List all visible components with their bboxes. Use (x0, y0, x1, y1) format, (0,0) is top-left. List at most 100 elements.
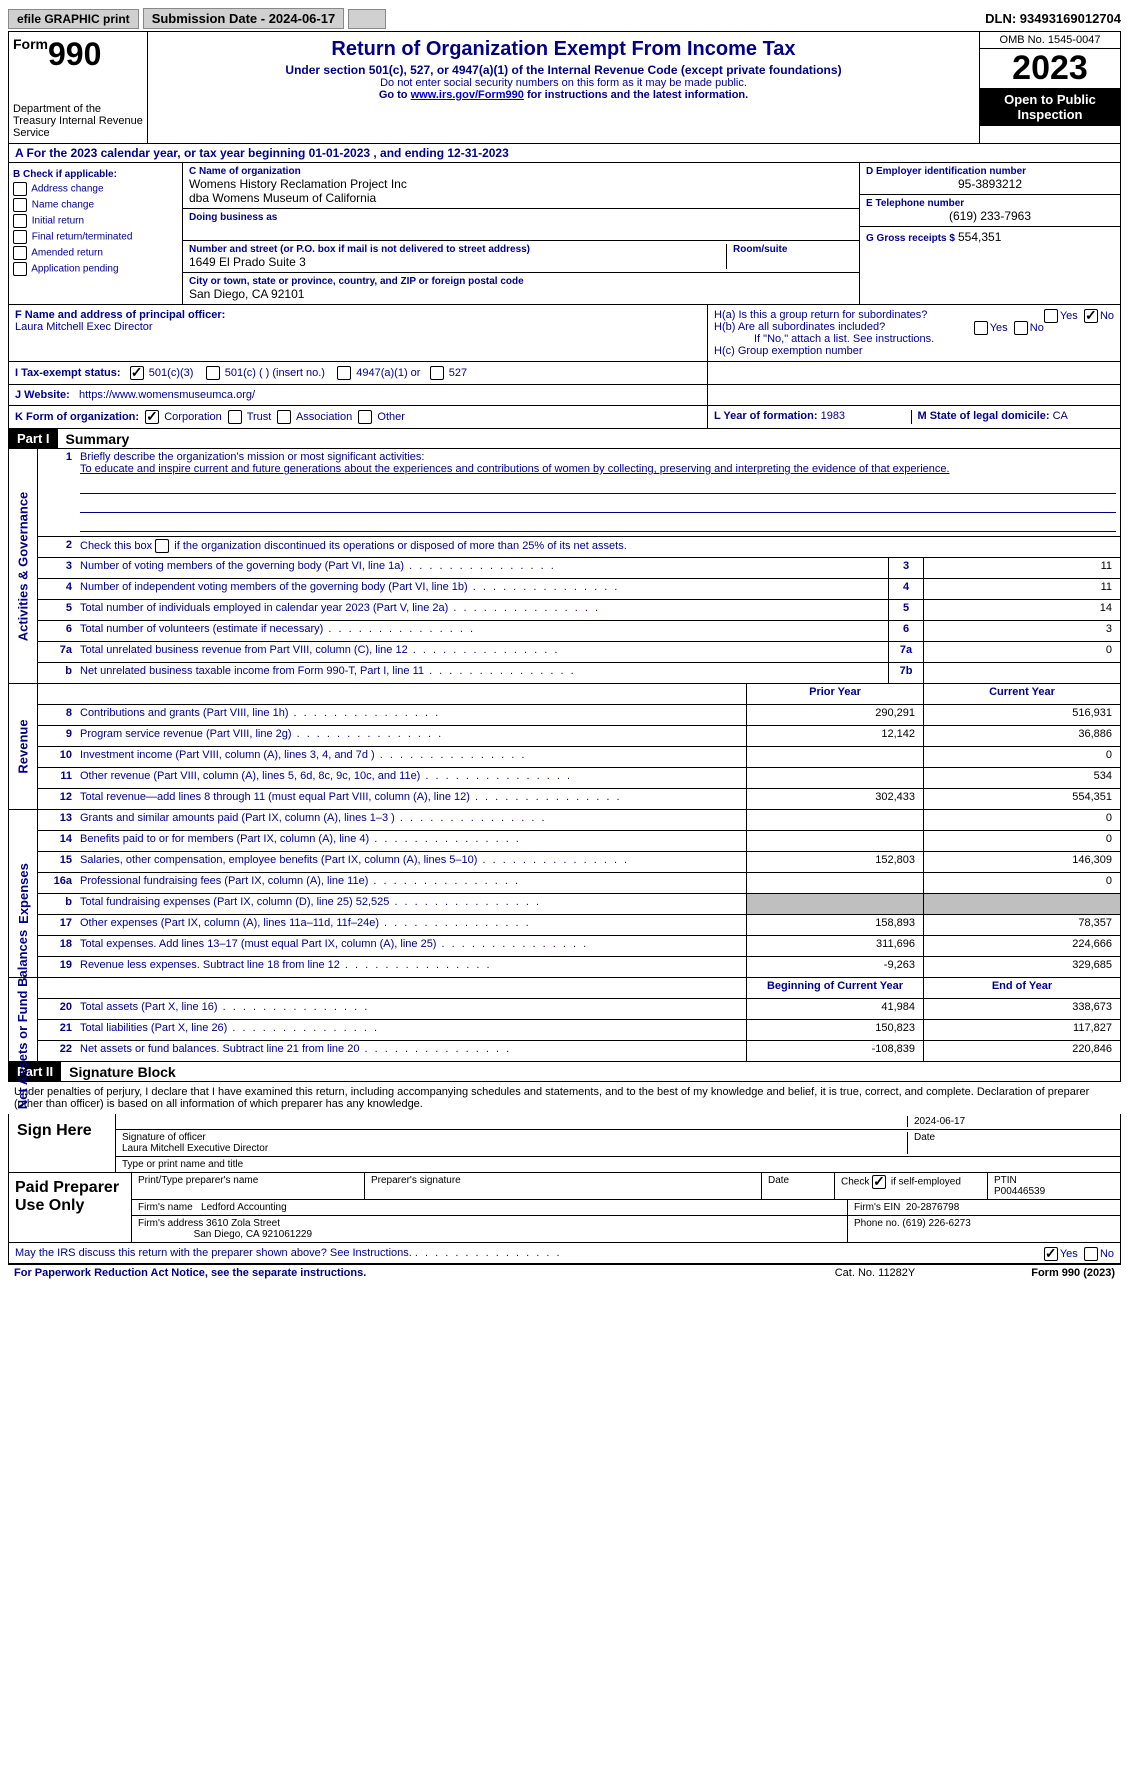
firm-addr1: 3610 Zola Street (206, 1218, 280, 1229)
identity-grid: B Check if applicable: Address change Na… (8, 163, 1121, 305)
table-row: 19Revenue less expenses. Subtract line 1… (38, 957, 1120, 977)
discuss-row: May the IRS discuss this return with the… (8, 1243, 1121, 1264)
check-assoc[interactable] (277, 410, 291, 424)
row-i: I Tax-exempt status: 501(c)(3) 501(c) ( … (9, 362, 707, 384)
check-final-return[interactable] (13, 230, 27, 244)
check-discontinued[interactable] (155, 539, 169, 553)
sign-here-label: Sign Here (9, 1114, 115, 1172)
gross-receipts: 554,351 (958, 230, 1001, 244)
side-activities: Activities & Governance (16, 491, 31, 641)
firm-ein: 20-2876798 (906, 1202, 959, 1213)
table-row: 13Grants and similar amounts paid (Part … (38, 810, 1120, 831)
tax-year: 2023 (980, 49, 1120, 88)
penalties-text: Under penalties of perjury, I declare th… (8, 1082, 1121, 1114)
side-netassets: Net Assets or Fund Balances (16, 930, 31, 1109)
check-other[interactable] (358, 410, 372, 424)
row-j: J Website: https://www.womensmuseumca.or… (9, 385, 707, 405)
officer-name: Laura Mitchell Executive Director (122, 1143, 268, 1154)
top-bar: efile GRAPHIC print Submission Date - 20… (8, 8, 1121, 29)
discuss-no[interactable] (1084, 1247, 1098, 1261)
table-row: 20Total assets (Part X, line 16)41,98433… (38, 999, 1120, 1020)
table-row: 4Number of independent voting members of… (38, 579, 1120, 600)
activities-section: Activities & Governance 1 Briefly descri… (8, 449, 1121, 684)
check-527[interactable] (430, 366, 444, 380)
form-number: Form990 (13, 36, 143, 73)
check-app-pending[interactable] (13, 262, 27, 276)
side-revenue: Revenue (16, 719, 31, 773)
part1-header: Part I (9, 429, 58, 448)
table-row: 18Total expenses. Add lines 13–17 (must … (38, 936, 1120, 957)
year-formation: 1983 (821, 410, 845, 422)
subtitle-2: Do not enter social security numbers on … (152, 77, 975, 89)
check-501c3[interactable] (130, 366, 144, 380)
table-row: 12Total revenue—add lines 8 through 11 (… (38, 789, 1120, 809)
ptin: P00446539 (994, 1186, 1045, 1197)
department: Department of the Treasury Internal Reve… (13, 73, 143, 139)
table-row: 3Number of voting members of the governi… (38, 558, 1120, 579)
check-amended[interactable] (13, 246, 27, 260)
paid-preparer-label: Paid Preparer Use Only (9, 1173, 131, 1242)
table-row: bNet unrelated business taxable income f… (38, 663, 1120, 683)
hb-no[interactable] (1014, 321, 1028, 335)
mission-text: To educate and inspire current and futur… (80, 463, 950, 475)
ein: 95-3893212 (866, 177, 1114, 191)
check-4947[interactable] (337, 366, 351, 380)
table-row: 8Contributions and grants (Part VIII, li… (38, 705, 1120, 726)
table-row: 21Total liabilities (Part X, line 26)150… (38, 1020, 1120, 1041)
discuss-yes[interactable] (1044, 1247, 1058, 1261)
open-public-badge: Open to Public Inspection (980, 88, 1120, 126)
irs-link[interactable]: www.irs.gov/Form990 (411, 89, 524, 101)
table-row: 11Other revenue (Part VIII, column (A), … (38, 768, 1120, 789)
form-title: Return of Organization Exempt From Incom… (152, 38, 975, 61)
principal-officer: Laura Mitchell Exec Director (15, 321, 153, 333)
org-name-2: dba Womens Museum of California (189, 191, 853, 205)
part2-title: Signature Block (61, 1064, 176, 1080)
dln: DLN: 93493169012704 (985, 11, 1121, 26)
ha-yes[interactable] (1044, 309, 1058, 323)
sign-here-block: Sign Here 2024-06-17 Signature of office… (8, 1114, 1121, 1173)
blank-button (348, 9, 386, 29)
check-name-change[interactable] (13, 198, 27, 212)
table-row: 7aTotal unrelated business revenue from … (38, 642, 1120, 663)
firm-name: Ledford Accounting (201, 1202, 287, 1213)
table-row: 16aProfessional fundraising fees (Part I… (38, 873, 1120, 894)
row-a-tax-year: A For the 2023 calendar year, or tax yea… (8, 144, 1121, 163)
prep-phone: (619) 226-6273 (902, 1218, 970, 1229)
check-address-change[interactable] (13, 182, 27, 196)
check-self-employed[interactable] (872, 1175, 886, 1189)
row-h: H(a) Is this a group return for subordin… (707, 305, 1120, 361)
col-b-checkboxes: B Check if applicable: Address change Na… (9, 163, 183, 304)
submission-date: Submission Date - 2024-06-17 (143, 8, 345, 29)
table-row: bTotal fundraising expenses (Part IX, co… (38, 894, 1120, 915)
part1-title: Summary (58, 431, 130, 447)
netassets-section: Net Assets or Fund Balances Beginning of… (8, 978, 1121, 1062)
org-city: San Diego, CA 92101 (189, 287, 853, 301)
table-row: 6Total number of volunteers (estimate if… (38, 621, 1120, 642)
paid-preparer-block: Paid Preparer Use Only Print/Type prepar… (8, 1173, 1121, 1243)
table-row: 10Investment income (Part VIII, column (… (38, 747, 1120, 768)
table-row: 15Salaries, other compensation, employee… (38, 852, 1120, 873)
table-row: 9Program service revenue (Part VIII, lin… (38, 726, 1120, 747)
table-row: 14Benefits paid to or for members (Part … (38, 831, 1120, 852)
row-f: F Name and address of principal officer:… (9, 305, 707, 361)
table-row: 22Net assets or fund balances. Subtract … (38, 1041, 1120, 1061)
efile-button[interactable]: efile GRAPHIC print (8, 9, 139, 29)
hb-yes[interactable] (974, 321, 988, 335)
page-footer: For Paperwork Reduction Act Notice, see … (8, 1264, 1121, 1281)
check-501c[interactable] (206, 366, 220, 380)
col-d-ein: D Employer identification number 95-3893… (859, 163, 1120, 304)
ha-no[interactable] (1084, 309, 1098, 323)
website: https://www.womensmuseumca.org/ (79, 389, 255, 401)
check-initial-return[interactable] (13, 214, 27, 228)
check-trust[interactable] (228, 410, 242, 424)
form-header: Form990 Department of the Treasury Inter… (8, 31, 1121, 144)
phone: (619) 233-7963 (866, 209, 1114, 223)
check-corp[interactable] (145, 410, 159, 424)
sig-date: 2024-06-17 (908, 1116, 1114, 1127)
omb-number: OMB No. 1545-0047 (980, 32, 1120, 49)
side-expenses: Expenses (16, 863, 31, 924)
state-domicile: CA (1053, 410, 1068, 422)
table-row: 5Total number of individuals employed in… (38, 600, 1120, 621)
table-row: 17Other expenses (Part IX, column (A), l… (38, 915, 1120, 936)
org-street: 1649 El Prado Suite 3 (189, 255, 720, 269)
